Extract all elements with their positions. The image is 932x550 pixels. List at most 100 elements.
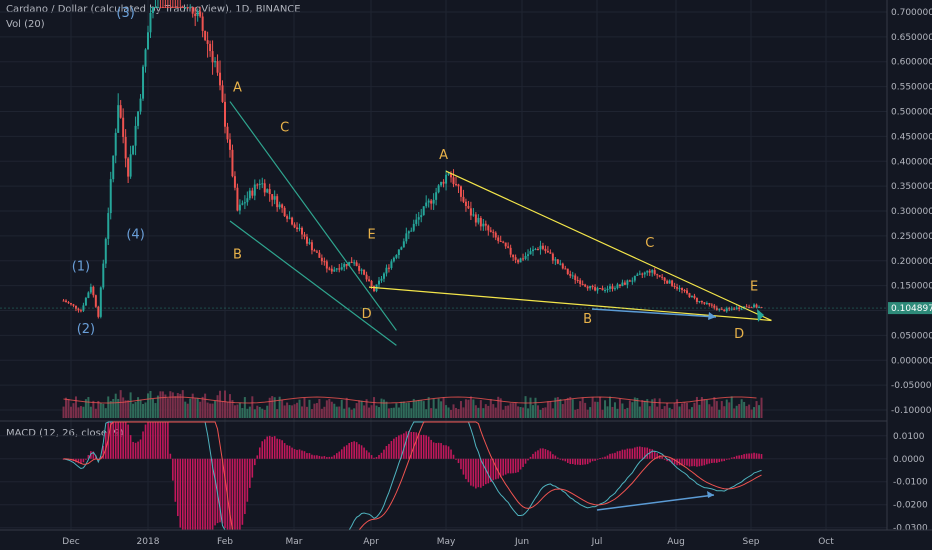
candle-body xyxy=(87,292,90,298)
candle-body xyxy=(395,255,398,258)
candle-body xyxy=(161,7,164,8)
volume-bar xyxy=(457,409,460,418)
candle-body xyxy=(748,306,751,308)
macd-histogram-bar xyxy=(758,453,760,459)
candle-body xyxy=(368,279,371,281)
candle-body xyxy=(124,136,127,159)
volume-bar xyxy=(606,406,609,418)
macd-histogram-bar xyxy=(701,458,703,466)
volume-bar xyxy=(99,403,102,418)
volume-bar xyxy=(743,401,746,418)
macd-histogram-bar xyxy=(405,431,408,459)
macd-histogram-bar xyxy=(422,434,425,459)
macd-histogram-bar xyxy=(412,432,415,459)
macd-histogram-bar xyxy=(400,434,403,459)
macd-histogram-bar xyxy=(656,453,658,459)
time-tick-label: Sep xyxy=(743,537,760,547)
candle-body xyxy=(703,302,706,304)
volume-bar xyxy=(62,406,65,418)
volume-bar xyxy=(529,397,532,418)
macd-histogram-bar xyxy=(415,432,418,459)
macd-histogram-bar xyxy=(492,458,495,481)
macd-histogram-bar xyxy=(574,458,577,465)
volume-bar xyxy=(70,406,72,418)
macd-histogram-bar xyxy=(214,458,216,526)
macd-histogram-bar xyxy=(562,458,564,461)
volume-bar xyxy=(382,399,385,418)
price-tick-label: 0.050000 xyxy=(891,331,932,341)
candle-body xyxy=(569,274,572,276)
macd-histogram-bar xyxy=(447,446,450,459)
volume-bar xyxy=(576,408,579,418)
volume-bar xyxy=(328,398,331,418)
volume-bar xyxy=(318,398,321,418)
volume-bar xyxy=(89,406,92,418)
macd-histogram-bar xyxy=(209,458,211,530)
macd-histogram-bar xyxy=(139,439,142,459)
wave-label: C xyxy=(280,120,289,135)
macd-histogram-bar xyxy=(706,458,708,465)
candle-body xyxy=(613,288,616,290)
candle-body xyxy=(718,308,721,310)
candle-body xyxy=(430,200,433,204)
volume-bar xyxy=(728,402,731,418)
macd-histogram-bar xyxy=(678,458,681,466)
volume-bar xyxy=(631,402,634,418)
macd-histogram-bar xyxy=(199,458,201,530)
volume-bar xyxy=(333,403,336,418)
macd-histogram-bar xyxy=(743,454,745,459)
macd-histogram-bar xyxy=(708,458,711,464)
volume-bar xyxy=(686,402,688,418)
candle-body xyxy=(420,215,423,218)
macd-histogram-bar xyxy=(358,444,360,459)
macd-histogram-bar xyxy=(162,422,164,459)
volume-bar xyxy=(266,405,269,418)
volume-bar xyxy=(591,397,594,418)
volume-bar xyxy=(303,397,306,418)
volume-bar xyxy=(323,406,326,418)
candle-body xyxy=(196,11,199,17)
candle-body xyxy=(738,307,741,309)
volume-bar xyxy=(720,401,723,418)
candle-body xyxy=(686,290,688,294)
candle-body xyxy=(323,261,326,263)
candle-body xyxy=(534,249,537,251)
volume-bar xyxy=(276,409,279,418)
candle-body xyxy=(74,305,77,309)
macd-histogram-bar xyxy=(619,450,621,459)
candle-body xyxy=(390,261,393,268)
candle-body xyxy=(325,261,328,269)
macd-histogram-bar xyxy=(254,458,256,466)
candle-body xyxy=(286,216,289,219)
candle-body xyxy=(72,304,75,306)
volume-bar xyxy=(472,399,475,418)
macd-histogram-bar xyxy=(82,458,85,463)
volume-bar xyxy=(211,403,214,418)
candle-body xyxy=(380,278,383,281)
macd-histogram-bar xyxy=(480,458,482,488)
macd-histogram-bar xyxy=(621,449,624,459)
candle-body xyxy=(544,248,547,251)
volume-bar xyxy=(420,400,423,418)
volume-bar xyxy=(358,400,361,418)
volume-bar xyxy=(673,402,676,418)
macd-divergence-arrowhead xyxy=(707,491,714,498)
macd-histogram-bar xyxy=(552,454,554,459)
macd-histogram-bar xyxy=(611,453,614,459)
candle-body xyxy=(281,204,284,208)
candle-body xyxy=(176,7,179,8)
candle-body xyxy=(276,196,279,208)
macd-histogram-bar xyxy=(629,448,631,459)
candle-body xyxy=(658,275,661,277)
macd-histogram-bar xyxy=(206,458,209,530)
candle-body xyxy=(556,259,559,264)
volume-bar xyxy=(117,398,120,418)
macd-histogram-bar xyxy=(211,458,214,530)
volume-bar xyxy=(238,402,241,418)
volume-bar xyxy=(455,407,457,418)
price-tick-label: 0.450000 xyxy=(891,132,932,142)
candle-body xyxy=(296,227,299,230)
candle-body xyxy=(253,184,256,196)
macd-tick-label: -0.0300 xyxy=(893,524,928,534)
